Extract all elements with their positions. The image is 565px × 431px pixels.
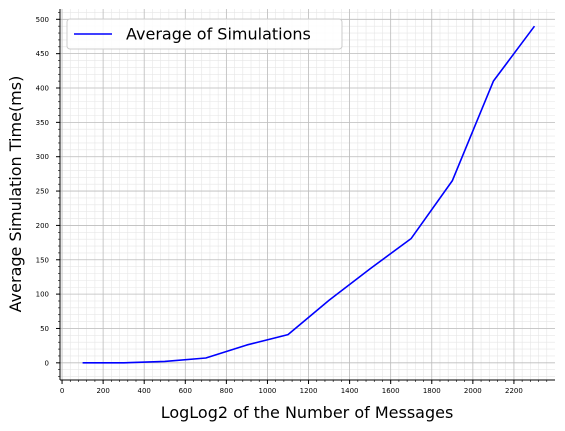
x-tick-label: 600 <box>179 387 192 395</box>
x-tick-label: 1800 <box>423 387 441 395</box>
legend-box <box>66 18 343 50</box>
series-lines <box>82 25 536 364</box>
series-line <box>82 25 536 364</box>
y-tick-label: 0 <box>45 359 49 367</box>
y-tick-label: 500 <box>36 16 49 24</box>
legend-label: Average of Simulations <box>126 25 311 44</box>
x-axis-ticks: 0 200 400 600 800 1000 1200 1400 1600 1800 2000 220… <box>60 380 548 395</box>
minor-gridlines <box>60 9 555 380</box>
major-gridlines <box>60 9 555 380</box>
y-tick-label: 150 <box>36 256 49 264</box>
y-axis-label: Average Simulation Time(ms) <box>6 76 25 313</box>
y-tick-label: 300 <box>36 153 49 161</box>
y-tick-label: 400 <box>36 85 49 93</box>
axes <box>59 9 555 381</box>
x-tick-label: 2000 <box>464 387 482 395</box>
y-tick-label: 50 <box>40 325 49 333</box>
x-tick-label: 0 <box>60 387 64 395</box>
x-tick-label: 2200 <box>505 387 523 395</box>
y-tick-label: 250 <box>36 188 49 196</box>
x-tick-label: 1200 <box>300 387 318 395</box>
y-tick-label: 350 <box>36 119 49 127</box>
y-tick-label: 200 <box>36 222 49 230</box>
legend: Average of Simulations <box>66 18 343 50</box>
x-tick-label: 800 <box>220 387 233 395</box>
y-tick-label: 100 <box>36 291 49 299</box>
x-tick-label: 400 <box>138 387 151 395</box>
x-tick-label: 1400 <box>341 387 359 395</box>
x-tick-label: 200 <box>96 387 109 395</box>
y-tick-label: 450 <box>36 50 49 58</box>
x-axis-label: LogLog2 of the Number of Messages <box>161 403 454 422</box>
x-tick-label: 1000 <box>259 387 277 395</box>
y-axis-ticks: 0 50 100 150 200 250 300 350 400 450 500 <box>36 12 60 377</box>
x-tick-label: 1600 <box>382 387 400 395</box>
